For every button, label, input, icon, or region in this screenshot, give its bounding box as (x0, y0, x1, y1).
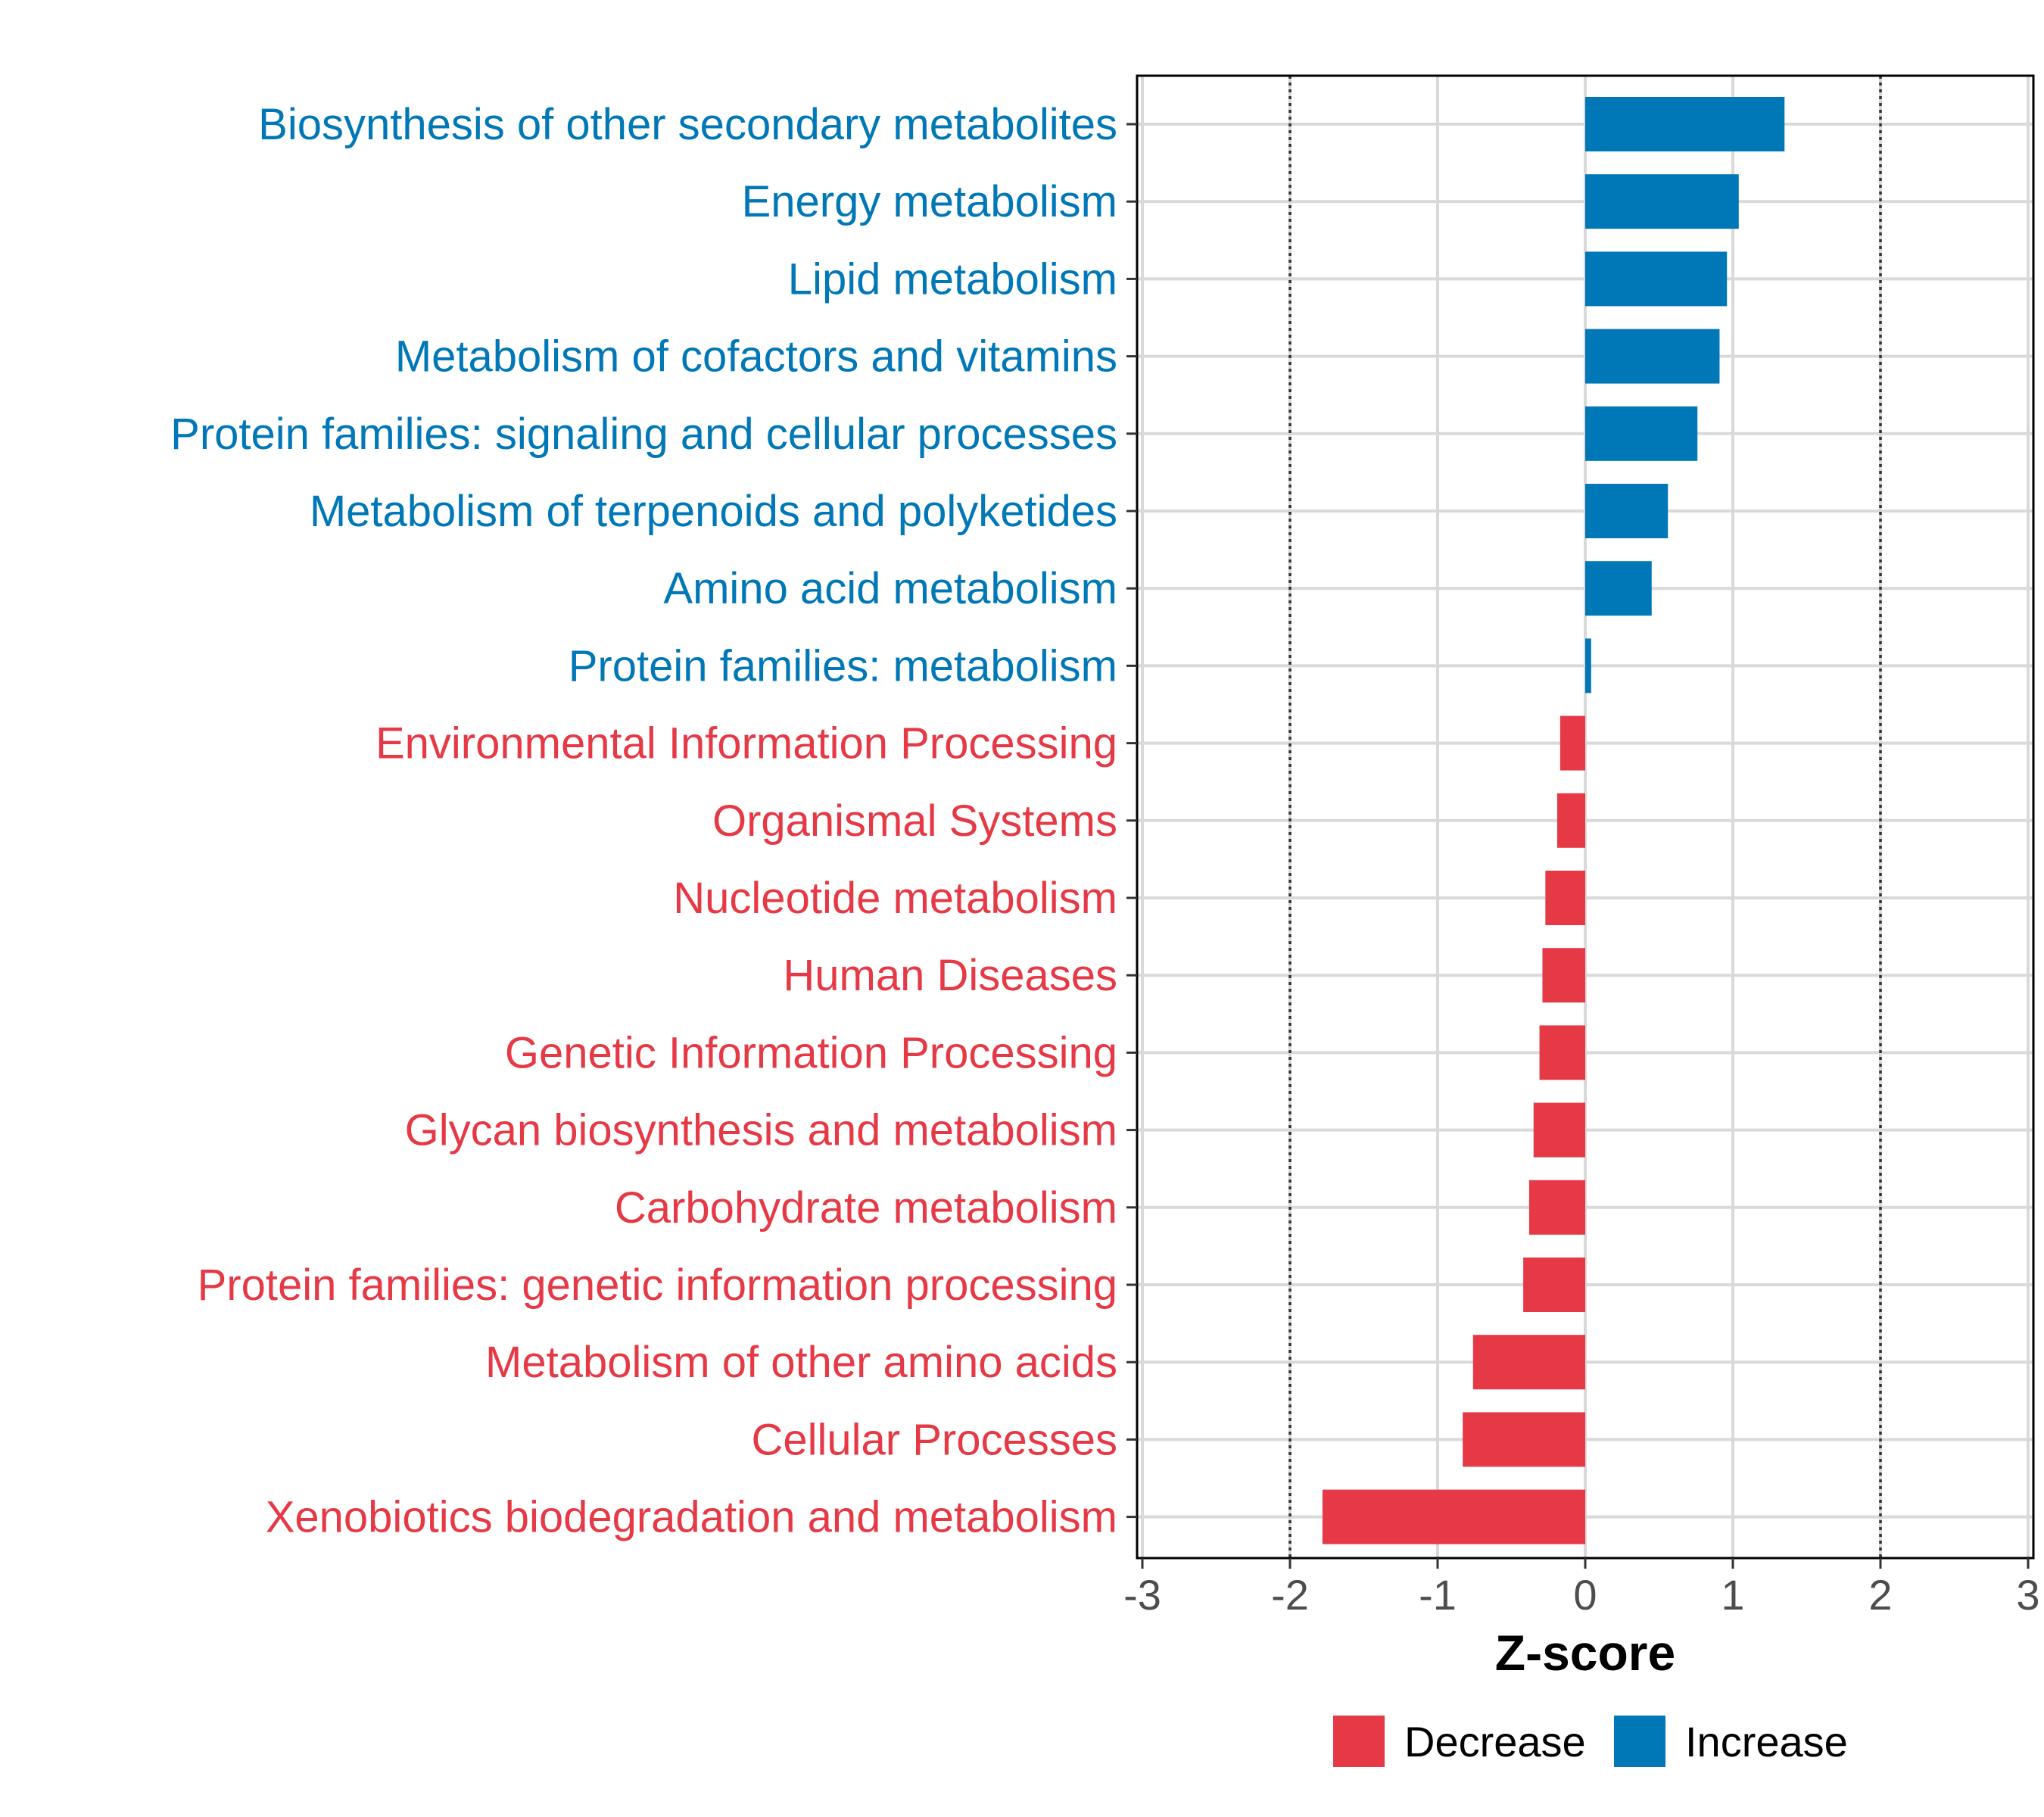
bar (1545, 871, 1585, 925)
category-label: Genetic Information Processing (505, 1028, 1117, 1077)
legend: Decrease Increase (1333, 1716, 1848, 1767)
x-tick-label: 0 (1573, 1571, 1597, 1619)
bar (1533, 1102, 1585, 1158)
category-label: Protein families: metabolism (569, 641, 1117, 690)
legend-swatch (1333, 1716, 1385, 1767)
x-tick-label: -3 (1123, 1571, 1161, 1619)
category-label: Human Diseases (783, 951, 1117, 1000)
category-label: Biosynthesis of other secondary metaboli… (258, 100, 1117, 149)
category-label: Nucleotide metabolism (673, 874, 1117, 923)
bar (1585, 174, 1739, 229)
category-label: Organismal Systems (712, 796, 1117, 846)
legend-label: Increase (1685, 1718, 1848, 1766)
y-axis-labels: Biosynthesis of other secondary metaboli… (170, 100, 1117, 1542)
category-label: Metabolism of other amino acids (485, 1338, 1117, 1387)
legend-label: Decrease (1404, 1718, 1586, 1766)
category-label: Amino acid metabolism (663, 564, 1117, 613)
x-axis-title: Z-score (1495, 1625, 1675, 1681)
bar (1559, 715, 1585, 771)
category-label: Protein families: genetic information pr… (198, 1261, 1117, 1310)
bar (1585, 251, 1728, 307)
category-label: Carbohydrate metabolism (615, 1183, 1117, 1233)
bar (1542, 948, 1585, 1003)
bar (1322, 1489, 1585, 1544)
bars (1322, 97, 1785, 1544)
bar (1585, 484, 1669, 538)
legend-swatch (1614, 1716, 1665, 1767)
category-label: Metabolism of terpenoids and polyketides (310, 487, 1117, 536)
category-label: Metabolism of cofactors and vitamins (395, 332, 1117, 382)
y-axis-ticks (1126, 123, 1137, 1519)
bar (1463, 1412, 1585, 1467)
bar (1585, 561, 1652, 616)
reference-lines (1288, 76, 1882, 1558)
category-label: Lipid metabolism (788, 254, 1117, 304)
bar (1539, 1025, 1585, 1080)
x-tick-label: -1 (1419, 1571, 1457, 1619)
category-label: Protein families: signaling and cellular… (170, 410, 1117, 459)
x-tick-label: -2 (1271, 1571, 1309, 1619)
bar (1528, 1180, 1585, 1235)
bar (1585, 638, 1591, 693)
x-axis-ticks: -3 -2 -1 0 1 2 3 (1123, 1558, 2040, 1619)
category-label: Cellular Processes (751, 1415, 1117, 1464)
bar (1585, 97, 1785, 151)
category-label: Energy metabolism (742, 177, 1117, 226)
bar (1585, 329, 1720, 384)
category-label: Glycan biosynthesis and metabolism (405, 1106, 1117, 1155)
bar (1585, 406, 1698, 461)
bar (1556, 793, 1585, 848)
category-label: Xenobiotics biodegradation and metabolis… (266, 1493, 1117, 1542)
bar (1472, 1335, 1585, 1390)
x-tick-label: 1 (1721, 1571, 1744, 1619)
category-label: Environmental Information Processing (375, 719, 1117, 768)
bar (1523, 1258, 1585, 1312)
x-tick-label: 3 (2016, 1571, 2039, 1619)
x-tick-label: 2 (1868, 1571, 1892, 1619)
